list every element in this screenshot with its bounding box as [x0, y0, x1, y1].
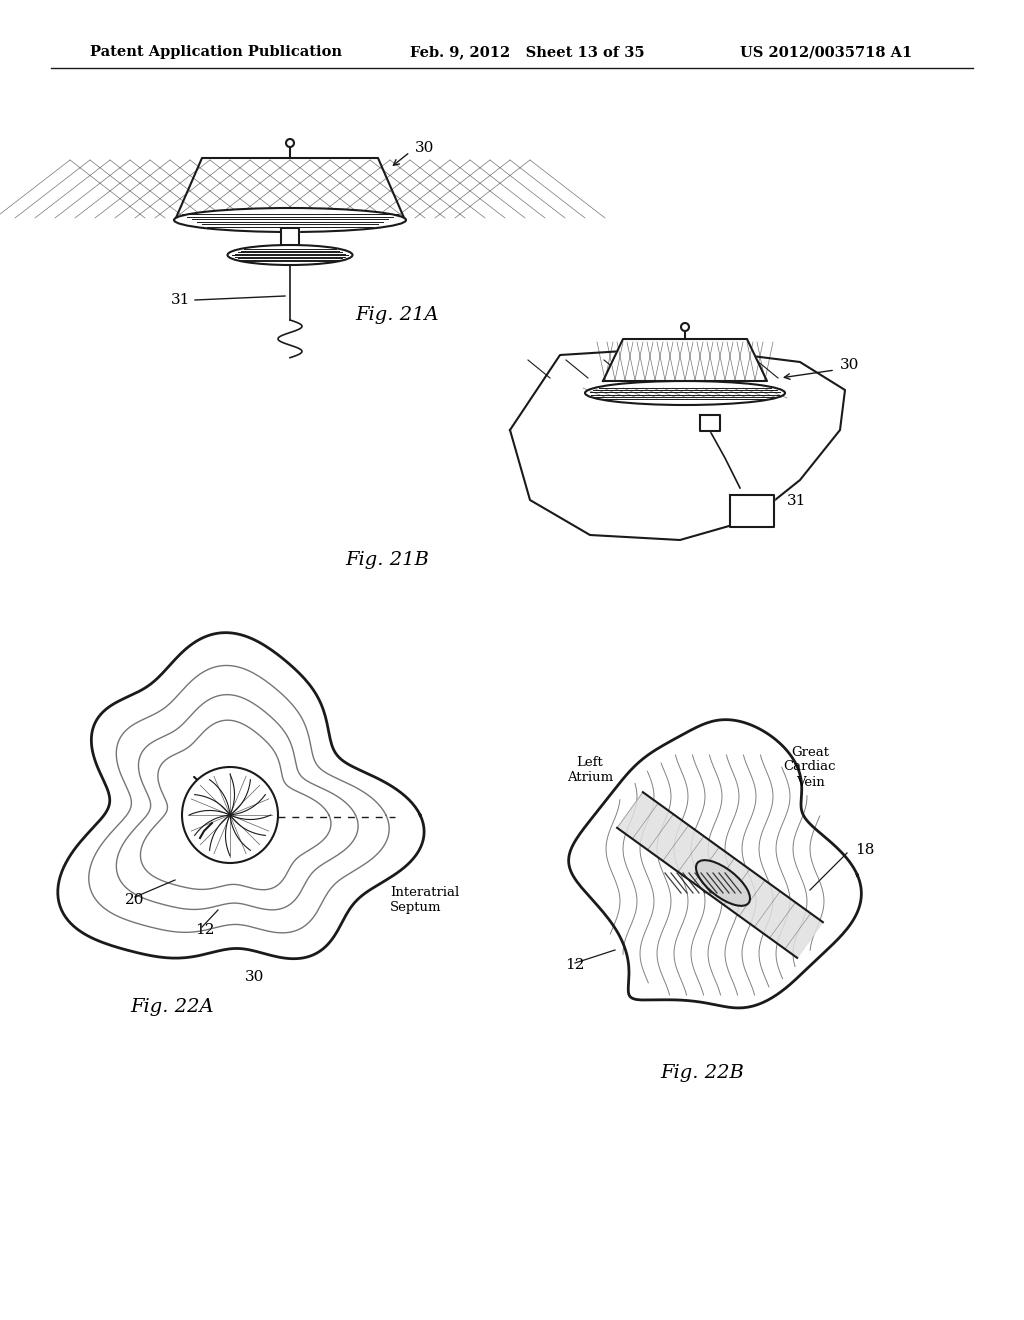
- Text: Fig. 22B: Fig. 22B: [660, 1064, 743, 1082]
- Text: Fig. 21A: Fig. 21A: [355, 306, 438, 323]
- Text: Patent Application Publication: Patent Application Publication: [90, 45, 342, 59]
- Ellipse shape: [585, 381, 785, 405]
- Text: 30: 30: [415, 141, 434, 154]
- Text: US 2012/0035718 A1: US 2012/0035718 A1: [740, 45, 912, 59]
- Text: 20: 20: [125, 894, 144, 907]
- Circle shape: [286, 139, 294, 147]
- Text: 12: 12: [195, 923, 214, 937]
- Text: Great
Cardiac
Vein: Great Cardiac Vein: [783, 746, 837, 788]
- Ellipse shape: [227, 246, 352, 265]
- Text: 30: 30: [840, 358, 859, 372]
- Circle shape: [182, 767, 278, 863]
- Ellipse shape: [696, 861, 750, 906]
- Text: Feb. 9, 2012   Sheet 13 of 35: Feb. 9, 2012 Sheet 13 of 35: [410, 45, 645, 59]
- Polygon shape: [175, 158, 406, 220]
- Polygon shape: [700, 414, 720, 432]
- Text: Fig. 21B: Fig. 21B: [345, 550, 429, 569]
- Polygon shape: [281, 228, 299, 248]
- Text: Interatrial
Septum: Interatrial Septum: [390, 886, 459, 913]
- Polygon shape: [603, 339, 767, 381]
- Polygon shape: [730, 495, 774, 527]
- Text: 31: 31: [787, 494, 806, 508]
- Text: 18: 18: [855, 843, 874, 857]
- Polygon shape: [568, 719, 861, 1008]
- Polygon shape: [617, 792, 823, 958]
- Text: Left
Atrium: Left Atrium: [567, 756, 613, 784]
- Ellipse shape: [174, 209, 406, 232]
- Circle shape: [681, 323, 689, 331]
- Text: 12: 12: [565, 958, 585, 972]
- Text: 31: 31: [171, 293, 190, 308]
- Polygon shape: [57, 632, 424, 958]
- Text: Fig. 22A: Fig. 22A: [130, 998, 214, 1016]
- Polygon shape: [510, 350, 845, 540]
- Text: 30: 30: [245, 970, 264, 983]
